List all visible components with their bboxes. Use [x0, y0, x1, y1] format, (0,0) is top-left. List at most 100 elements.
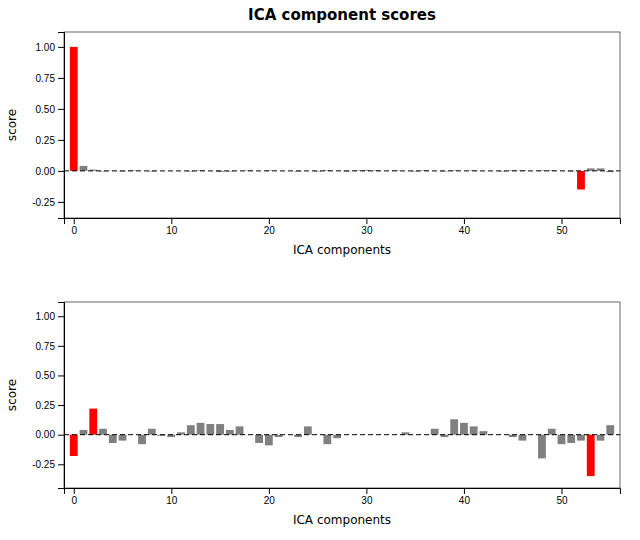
tick-mark: [58, 202, 64, 203]
bar: [431, 429, 439, 435]
tick-label: 0.25: [36, 135, 56, 146]
tick-label: 0.25: [36, 400, 56, 411]
bar: [80, 430, 88, 435]
bar: [538, 435, 546, 459]
tick-mark: [171, 488, 172, 494]
tick-label: 0.75: [36, 341, 56, 352]
bar: [187, 425, 195, 434]
axis-line: [65, 489, 621, 495]
y-axis-title: score: [5, 109, 19, 141]
tick-mark: [58, 109, 64, 110]
tick-label: 50: [556, 495, 568, 506]
bar: [597, 435, 605, 441]
tick: 10: [166, 488, 178, 506]
tick: 30: [361, 218, 373, 236]
tick-mark: [269, 488, 270, 494]
plot-area: [64, 47, 620, 190]
tick-mark: [561, 218, 562, 224]
bar: [206, 424, 214, 435]
tick-mark: [58, 464, 64, 465]
y-axis: -0.25 0.00 0.25 0.50 0.75 1.00: [32, 303, 64, 489]
tick: 0.00: [36, 429, 64, 440]
tick-label: 20: [264, 225, 276, 236]
bar: [236, 426, 244, 434]
tick-label: 0.75: [36, 73, 56, 84]
tick-label: 10: [166, 495, 178, 506]
tick-mark: [74, 488, 75, 494]
tick: 0: [71, 218, 77, 236]
tick: 0.00: [36, 166, 64, 177]
tick-mark: [58, 316, 64, 317]
bar: [138, 435, 146, 444]
bar: [255, 435, 263, 443]
tick: 50: [556, 488, 568, 506]
tick-mark: [58, 47, 64, 48]
bar: [99, 429, 107, 435]
bar: [148, 429, 156, 435]
bar: [197, 423, 205, 435]
tick-mark: [58, 435, 64, 436]
tick-label: 0: [71, 495, 77, 506]
bar: [567, 435, 575, 443]
bar: [606, 425, 614, 434]
plot-frame: [64, 302, 620, 488]
panel: -0.250.000.250.500.751.0001020304050ICA …: [5, 302, 621, 527]
tick-mark: [366, 218, 367, 224]
bar: [80, 166, 88, 171]
bar: [587, 435, 595, 476]
bar: [548, 429, 556, 435]
tick-mark: [74, 218, 75, 224]
tick-mark: [58, 346, 64, 347]
tick-mark: [58, 405, 64, 406]
bar: [226, 430, 234, 435]
bar: [323, 435, 331, 444]
tick: 0.50: [36, 104, 64, 115]
plot-frame: [64, 32, 620, 218]
bar: [119, 435, 127, 441]
bar: [519, 435, 527, 441]
bar: [577, 171, 585, 190]
bar: [216, 424, 224, 435]
bar: [577, 435, 585, 441]
y-axis: -0.250.000.250.500.751.00: [32, 33, 64, 219]
plot-area: [64, 409, 620, 477]
tick: 1.00: [36, 42, 64, 53]
tick: 40: [459, 488, 471, 506]
tick: 30: [361, 488, 373, 506]
tick-label: 1.00: [36, 311, 56, 322]
x-axis: 0 10 20 30 40 50: [65, 488, 621, 506]
tick-mark: [269, 218, 270, 224]
axis-line: [65, 219, 621, 225]
chart-root: ICA component scores-0.250.000.250.500.7…: [0, 0, 640, 540]
tick-mark: [58, 171, 64, 172]
tick: 0.75: [36, 73, 64, 84]
panel: ICA component scores-0.250.000.250.500.7…: [5, 6, 621, 257]
bar: [480, 431, 488, 435]
x-axis: 01020304050: [65, 218, 621, 236]
tick-mark: [464, 488, 465, 494]
tick: 0.25: [36, 135, 64, 146]
tick-mark: [171, 218, 172, 224]
tick-mark: [58, 78, 64, 79]
tick-label: 0.50: [36, 104, 56, 115]
bar: [109, 435, 117, 443]
bar: [460, 423, 468, 435]
bar: [333, 435, 341, 439]
tick-mark: [58, 375, 64, 376]
tick: -0.25: [32, 459, 64, 470]
tick-label: 30: [361, 225, 373, 236]
tick: 20: [264, 488, 276, 506]
axis-line: [58, 303, 65, 489]
y-axis-title: score: [5, 379, 19, 411]
tick-label: 0.00: [36, 429, 56, 440]
bar: [470, 426, 478, 434]
bar: [265, 435, 273, 446]
zero-line: [64, 434, 620, 435]
tick: 0: [71, 488, 77, 506]
tick-label: 30: [361, 495, 373, 506]
tick-label: 1.00: [36, 42, 56, 53]
bar: [70, 47, 78, 171]
tick-label: 50: [556, 225, 568, 236]
tick-label: 0.50: [36, 370, 56, 381]
tick-label: 0.00: [36, 166, 56, 177]
